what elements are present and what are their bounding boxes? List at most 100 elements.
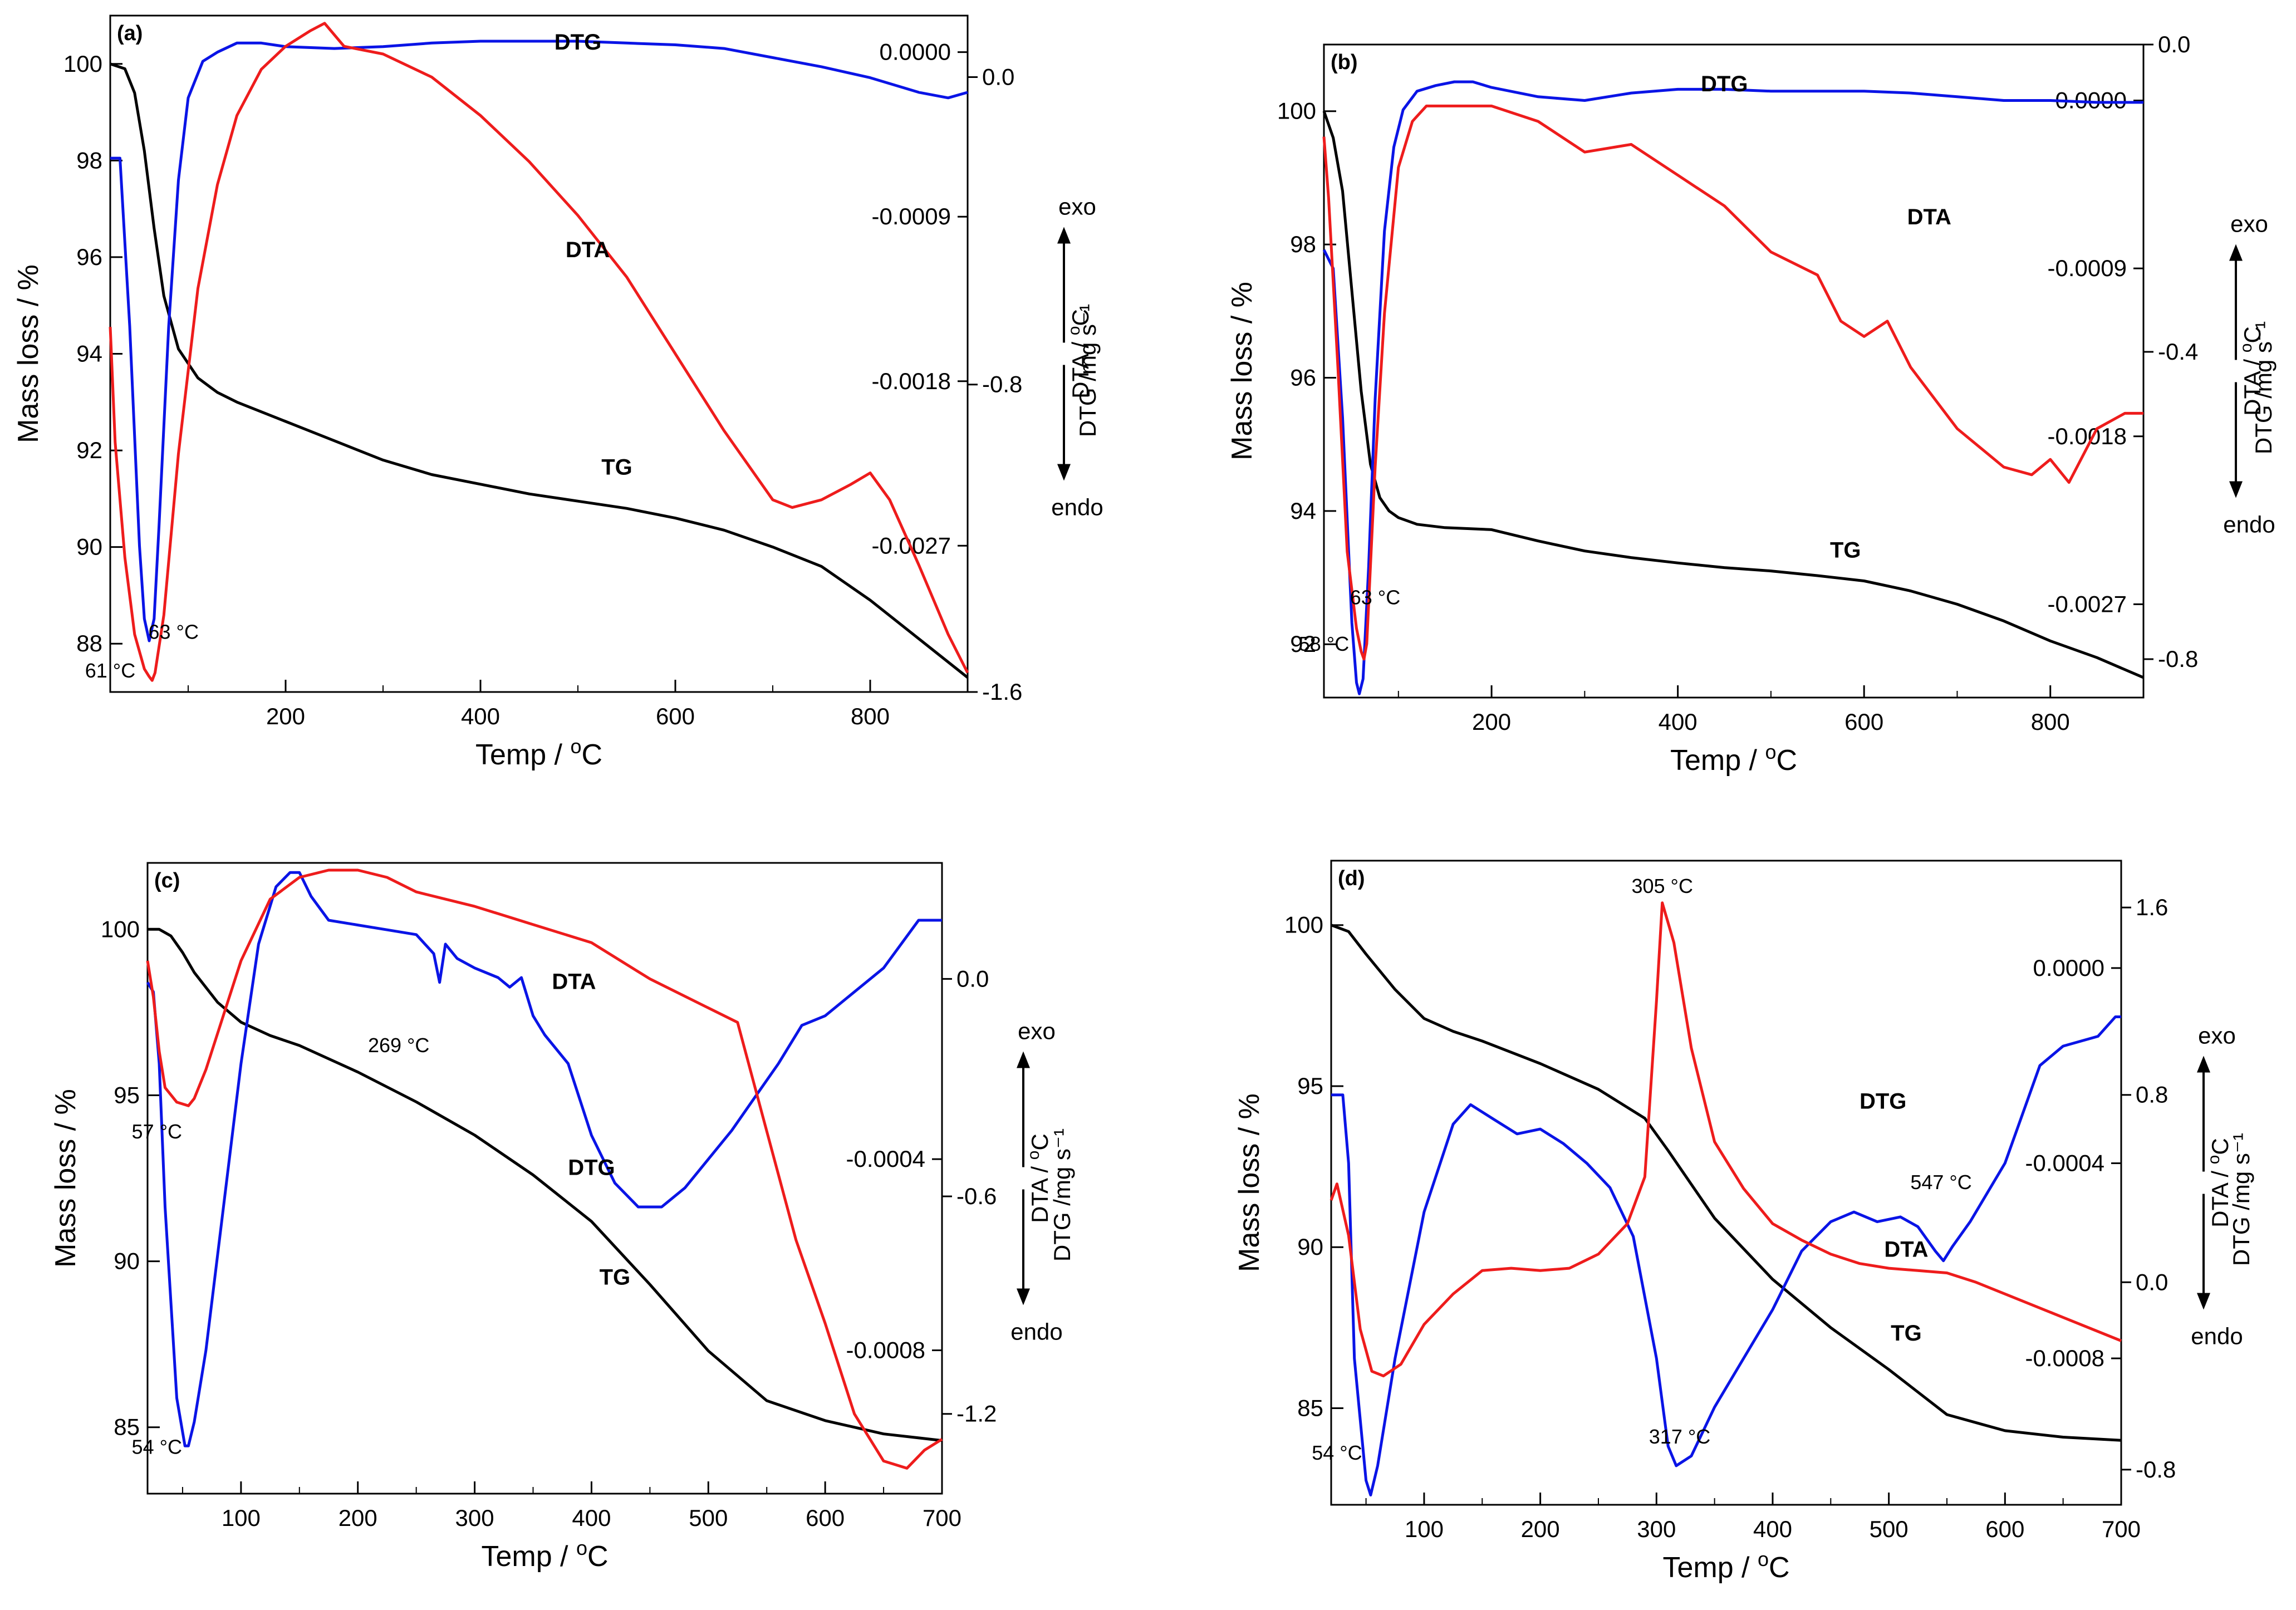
curve-label: DTG <box>1701 72 1748 96</box>
y3-tick-label: 0.8 <box>2136 1082 2168 1108</box>
endo-arrow-head <box>1017 1288 1030 1305</box>
series-line-dtg <box>1331 1015 2121 1496</box>
x-axis-label-unit-c: C <box>1776 744 1797 777</box>
x-tick-label: 600 <box>1844 709 1883 735</box>
x-axis-label-unit: o <box>1765 740 1776 763</box>
y3-tick-label: 0.0 <box>2158 31 2190 57</box>
x-axis-label-text: Temp / <box>475 739 571 771</box>
y2-axis-label: DTG /mg s⁻¹ <box>2228 1133 2254 1266</box>
series-line-dtg <box>146 871 942 1447</box>
y-tick-label: 90 <box>1297 1234 1323 1260</box>
x-tick-label: 300 <box>1637 1516 1676 1542</box>
series-line-dta <box>1322 104 2143 661</box>
series-line-dtg <box>1322 80 2143 695</box>
y3-axis-label-unit-c: C <box>2239 326 2265 343</box>
curve-label: DTA <box>552 970 596 994</box>
y-axis-label: Mass loss / % <box>1233 1093 1265 1272</box>
series-line-tg <box>1331 924 2122 1442</box>
y3-tick-label: -1.6 <box>982 679 1022 705</box>
y2-tick-label: -0.0004 <box>2025 1150 2104 1176</box>
peak-label: 57 °C <box>132 1120 182 1143</box>
y-tick-label: 92 <box>1290 631 1316 657</box>
x-tick-label: 200 <box>1472 709 1511 735</box>
y3-axis-label-unit: o <box>1024 1151 1043 1160</box>
x-tick-label: 200 <box>1521 1516 1560 1542</box>
curve-label: TG <box>1830 538 1861 563</box>
x-tick-label: 700 <box>2102 1516 2141 1542</box>
y2-axis-label: DTG /mg s⁻¹ <box>1075 304 1101 437</box>
endo-label: endo <box>2223 512 2275 538</box>
x-axis-label-unit-c: C <box>1769 1552 1790 1584</box>
y3-tick-label: -0.6 <box>956 1183 997 1209</box>
y3-tick-label: -0.8 <box>2158 646 2198 672</box>
plot-frame <box>146 862 943 1495</box>
x-tick-label: 400 <box>1753 1516 1792 1542</box>
y3-tick-label: 1.6 <box>2136 894 2168 920</box>
x-tick-label: 300 <box>455 1505 494 1531</box>
y-tick-label: 94 <box>1290 498 1316 524</box>
y3-axis-label-text: DTA / <box>2239 352 2265 416</box>
y3-axis-label: DTA / oC <box>2237 326 2266 416</box>
chart-panel-d: 100 200 300 400 500 600 700 85 90 95 100 0.0000 -0.0… <box>1233 860 2254 1584</box>
endo-label: endo <box>1051 494 1103 521</box>
y3-tick-label: -1.2 <box>956 1401 997 1427</box>
x-tick-label: 700 <box>923 1505 961 1531</box>
endo-arrow-head <box>1057 464 1071 481</box>
y3-tick-label: 0.0 <box>982 63 1014 90</box>
plot-frame <box>1323 43 2145 699</box>
y2-tick-label: -0.0008 <box>846 1337 925 1363</box>
x-tick-label: 600 <box>1985 1516 2024 1542</box>
y-tick-label: 100 <box>101 916 140 942</box>
y3-axis-label-unit: o <box>2237 343 2255 353</box>
panel-label: (a) <box>117 22 143 45</box>
curve-label: DTG <box>555 30 601 55</box>
peak-label: 54 °C <box>1312 1441 1362 1464</box>
peak-label: 269 °C <box>368 1034 429 1057</box>
series-line-dtg <box>110 40 968 642</box>
x-axis-label: Temp / oC <box>475 735 602 772</box>
exo-arrow-head <box>1017 1051 1030 1068</box>
y-tick-label: 95 <box>114 1082 140 1108</box>
endo-arrow-head <box>2197 1293 2210 1310</box>
y3-axis-label-unit-c: C <box>1027 1133 1053 1150</box>
exo-arrow-head <box>2229 244 2243 261</box>
y2-tick-label: -0.0004 <box>846 1146 925 1172</box>
chart-panel-c: 100 200 300 400 500 600 700 85 90 95 100 -0.0004 -0.… <box>50 862 1075 1573</box>
x-axis-label-unit-c: C <box>581 739 602 771</box>
y-tick-label: 85 <box>1297 1395 1323 1421</box>
y3-axis-label-text: DTA / <box>1027 1160 1053 1223</box>
series-line-tg <box>148 927 943 1442</box>
y-tick-label: 94 <box>76 341 102 367</box>
plot-frame <box>109 14 969 693</box>
series-line-dta <box>109 22 969 682</box>
series-line-dta <box>146 868 943 1470</box>
x-tick-label: 800 <box>2031 709 2070 735</box>
panel-label: (b) <box>1331 51 1358 74</box>
y3-tick-label: 0.0 <box>956 965 989 991</box>
peak-label: 58 °C <box>1299 632 1349 655</box>
y-tick-label: 88 <box>76 630 102 656</box>
x-tick-label: 100 <box>1405 1516 1444 1542</box>
y-tick-label: 95 <box>1297 1073 1323 1099</box>
x-tick-label: 200 <box>338 1505 377 1531</box>
x-tick-label: 400 <box>461 703 500 729</box>
endo-arrow-head <box>2229 481 2243 498</box>
y2-tick-label: -0.0009 <box>872 203 951 229</box>
x-tick-label: 600 <box>806 1505 845 1531</box>
y-tick-label: 98 <box>76 147 102 173</box>
y2-tick-label: -0.0018 <box>872 368 951 394</box>
y3-tick-label: -0.4 <box>2158 338 2198 365</box>
y2-axis-label: DTG /mg s⁻¹ <box>2250 321 2277 454</box>
x-axis-label: Temp / oC <box>481 1537 608 1573</box>
curve-label: DTG <box>568 1156 615 1180</box>
curve-label: DTA <box>1884 1238 1928 1262</box>
x-axis-label: Temp / oC <box>1670 740 1797 777</box>
y-axis-label: Mass loss / % <box>12 264 45 443</box>
peak-label: 61 °C <box>85 659 135 682</box>
exo-arrow-head <box>1057 227 1071 244</box>
y3-axis-label: DTA / oC <box>2205 1138 2234 1228</box>
peak-label: 63 °C <box>149 621 199 644</box>
endo-label: endo <box>2191 1323 2243 1349</box>
